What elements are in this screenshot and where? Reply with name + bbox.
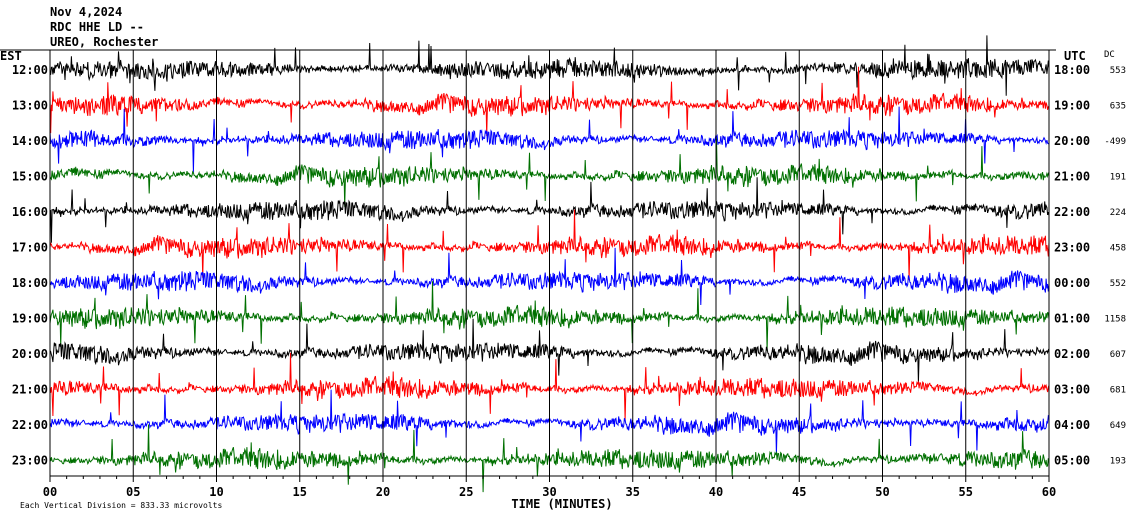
x-axis-title: TIME (MINUTES) xyxy=(511,497,612,511)
est-axis-title: EST xyxy=(0,49,22,63)
x-tick-label-45: 45 xyxy=(792,485,806,499)
est-row-label: 14:00 xyxy=(12,134,48,148)
axis-labels: 00 05 10 15 20 25 30 35 40 45 50 55 60 12:00 18:00 553 1… xyxy=(0,5,1126,511)
utc-row-label: 00:00 xyxy=(1054,276,1090,290)
header-station: UREO, Rochester xyxy=(50,35,158,49)
est-row-label: 17:00 xyxy=(12,241,48,255)
dc-offset-label: 193 xyxy=(1110,457,1126,467)
x-tick-label-05: 05 xyxy=(126,485,140,499)
utc-row-label: 18:00 xyxy=(1054,63,1090,77)
est-row-label: 18:00 xyxy=(12,276,48,290)
dc-offset-label: 191 xyxy=(1110,173,1126,183)
est-row-label: 22:00 xyxy=(12,418,48,432)
utc-row-label: 03:00 xyxy=(1054,383,1090,397)
x-tick-label-00: 00 xyxy=(43,485,57,499)
utc-row-label: 19:00 xyxy=(1054,99,1090,113)
est-row-label: 13:00 xyxy=(12,99,48,113)
dc-offset-label: 553 xyxy=(1110,66,1126,76)
dc-offset-label: -499 xyxy=(1104,137,1126,147)
x-tick-label-60: 60 xyxy=(1042,485,1056,499)
x-tick-label-50: 50 xyxy=(875,485,889,499)
minute-gridlines xyxy=(132,50,967,476)
utc-row-label: 20:00 xyxy=(1054,134,1090,148)
utc-row-label: 21:00 xyxy=(1054,170,1090,184)
est-row-label: 16:00 xyxy=(12,205,48,219)
dc-offset-label: 1158 xyxy=(1104,315,1126,325)
utc-row-label: 05:00 xyxy=(1054,454,1090,468)
utc-row-label: 02:00 xyxy=(1054,347,1090,361)
utc-row-label: 01:00 xyxy=(1054,312,1090,326)
dc-offset-label: 635 xyxy=(1110,102,1126,112)
x-tick-label-30: 30 xyxy=(542,485,556,499)
est-row-label: 20:00 xyxy=(12,347,48,361)
dc-offset-label: 458 xyxy=(1110,244,1126,254)
header-date: Nov 4,2024 xyxy=(50,5,122,19)
dc-offset-label: 607 xyxy=(1110,350,1126,360)
dc-offset-label: 649 xyxy=(1110,421,1126,431)
dc-axis-title: DC xyxy=(1104,50,1115,60)
x-tick-label-35: 35 xyxy=(626,485,640,499)
est-row-label: 12:00 xyxy=(12,63,48,77)
est-row-label: 21:00 xyxy=(12,383,48,397)
utc-row-label: 04:00 xyxy=(1054,418,1090,432)
est-row-label: 15:00 xyxy=(12,170,48,184)
scale-note: Each Vertical Division = 833.33 microvol… xyxy=(20,501,222,510)
plot-frame xyxy=(0,49,1056,477)
utc-row-label: 23:00 xyxy=(1054,241,1090,255)
utc-row-label: 22:00 xyxy=(1054,205,1090,219)
header-channel: RDC HHE LD -- xyxy=(50,20,144,34)
est-row-label: 23:00 xyxy=(12,454,48,468)
x-tick-label-20: 20 xyxy=(376,485,390,499)
x-tick-label-15: 15 xyxy=(293,485,307,499)
x-tick-label-10: 10 xyxy=(209,485,223,499)
utc-axis-title: UTC xyxy=(1064,49,1086,63)
x-tick-label-25: 25 xyxy=(459,485,473,499)
x-tick-label-40: 40 xyxy=(709,485,723,499)
dc-offset-label: 552 xyxy=(1110,279,1126,289)
dc-offset-label: 224 xyxy=(1110,208,1126,218)
est-row-label: 19:00 xyxy=(12,312,48,326)
x-tick-label-55: 55 xyxy=(959,485,973,499)
dc-offset-label: 681 xyxy=(1110,386,1126,396)
